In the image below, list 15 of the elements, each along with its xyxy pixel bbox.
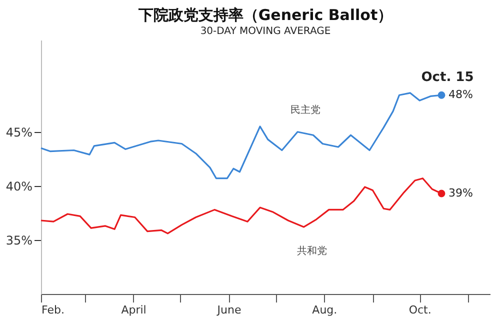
text: 共和党 <box>296 244 327 257</box>
y-tick-label: 40% <box>6 179 32 194</box>
x-tick-label: April <box>121 304 146 316</box>
x-tick-label: Aug. <box>312 304 338 316</box>
annotation: Oct. 15 <box>421 70 474 86</box>
x-tick-label: Oct. <box>408 304 432 316</box>
series-label: 民主党 <box>290 104 321 116</box>
chart-subtitle: 30-DAY MOVING AVERAGE <box>200 26 331 37</box>
data-label: 39% <box>448 186 473 200</box>
chart-title: 下院政党支持率（Generic Ballot） <box>137 6 393 24</box>
x-tick-label: Feb. <box>42 304 64 316</box>
x-tick-label: June <box>216 304 242 316</box>
y-tick-label: 45% <box>6 125 32 140</box>
data-label: 48% <box>448 88 473 102</box>
y-tick-label: 35% <box>6 233 32 248</box>
